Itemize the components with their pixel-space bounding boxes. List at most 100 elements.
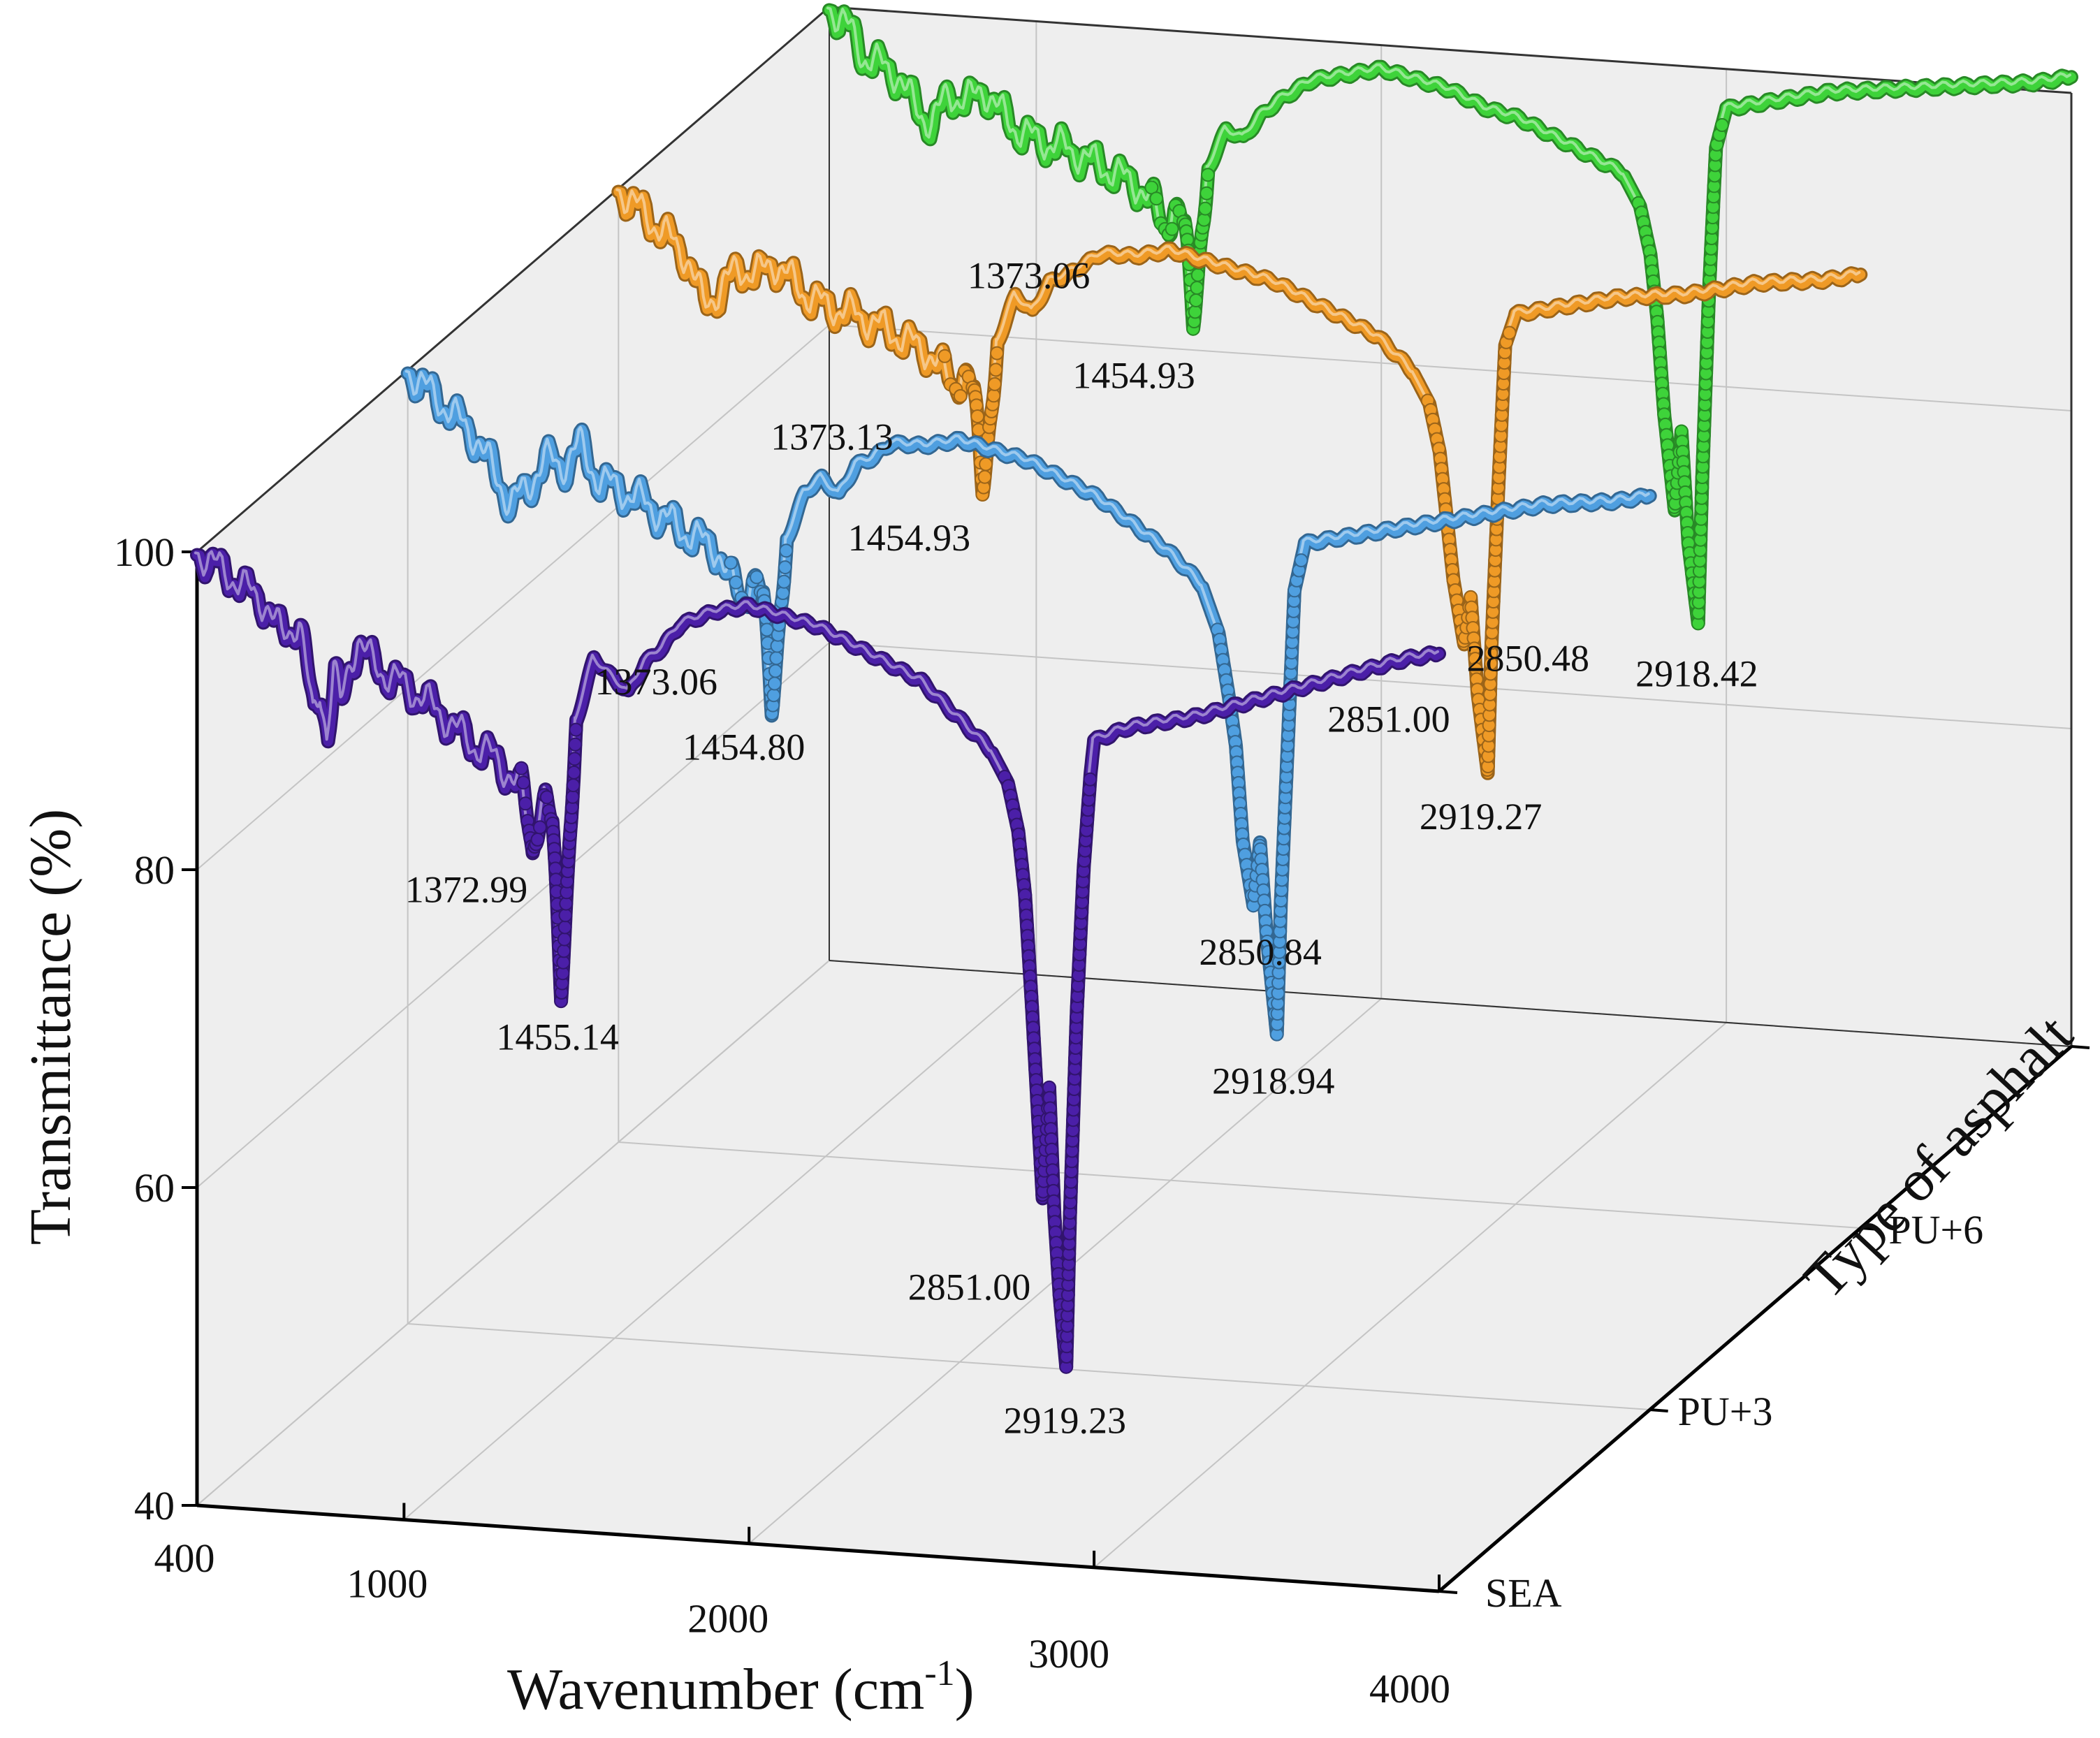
series-0-point-210 [514,761,529,775]
series-1-point-216 [769,651,784,666]
x-axis-title-close: ) [955,1657,975,1722]
z-tick-0 [1438,1590,1458,1594]
series-1-point-240 [777,574,792,589]
series-0-point-213 [516,775,531,790]
series-2-point-213 [987,377,1002,391]
grid-layer [196,6,2072,1592]
peak-label-2-3: 2919.27 [1420,796,1543,838]
series-3-point-150 [1165,221,1179,236]
series-1 [400,366,1657,1042]
y-tick-label-0: 40 [134,1483,175,1528]
series-2-point-165 [970,409,985,423]
back-gridline-y-1 [829,642,2072,729]
series-0-point-369 [567,765,581,780]
floor-gridline-z-1 [407,1323,1650,1410]
series-name-label-1: PU+3 [1678,1389,1773,1434]
z-tick-3 [2071,1045,2090,1049]
series-name-label-2: PU+6 [1888,1207,1983,1253]
series-0-point-276 [548,872,563,887]
back-gridline-y-2 [829,324,2072,411]
series-0-point-378 [569,722,583,737]
x-axis-title-superscript: -1 [924,1653,954,1693]
peak-label-3-1: 1454.93 [1072,355,1195,397]
floor-panel [197,961,2071,1591]
series-3-point-195 [1189,293,1203,307]
x-tick-label-3: 3000 [1028,1631,1109,1677]
series-0-point-372 [567,752,582,766]
series-2-point-654 [1502,326,1517,340]
series-0-point-375 [568,737,583,752]
series-3-point-228 [1201,168,1215,182]
series-0-point-216 [518,796,533,811]
left-gridline-y-2 [196,324,830,870]
series-0-point-966 [1083,772,1098,787]
series-2 [611,184,1868,780]
peak-label-2-2: 2851.00 [1327,698,1450,740]
series-3-point-705 [1714,118,1729,132]
series-0-point-249 [539,790,554,805]
series-3-point-225 [1200,186,1214,200]
series-0-point-366 [566,778,581,793]
x-axis-title: Wavenumber (cm-1) [507,1653,975,1722]
left-wall-panel [197,7,829,1505]
series-0-point-243 [532,820,547,835]
z-tick-1 [1649,1408,1668,1412]
peak-label-0-0: 1372.99 [405,868,528,910]
series-1-point-243 [778,560,792,575]
series-0-point-363 [565,789,580,804]
series-layer [190,3,2078,1374]
x-tick-label-2: 2000 [687,1596,768,1642]
series-1-point-717 [1294,553,1308,568]
y-tick-label-2: 80 [134,847,175,893]
series-1-point-150 [729,575,743,590]
series-1-point-207 [766,688,781,703]
peak-label-1-2: 2850.84 [1199,931,1322,973]
peak-label-3-2: 2850.48 [1467,638,1590,680]
peak-label-3-3: 2918.42 [1635,652,1758,694]
series-0-point-315 [556,955,571,970]
series-2-point-216 [989,363,1003,377]
floor-gridline-x-1 [403,974,1037,1521]
peak-label-2-0: 1373.13 [771,416,894,458]
series-0-point-327 [558,908,573,923]
peak-label-1-3: 2918.94 [1212,1060,1335,1102]
series-1-point-147 [724,555,738,570]
series-0-point-330 [559,896,574,911]
peak-label-0-2: 2851.00 [908,1266,1031,1308]
series-0-point-240 [530,832,545,847]
series-1-point-210 [767,676,782,691]
series-0-point-318 [557,944,571,958]
y-axis-title: Transmittance (%) [18,809,83,1245]
z-axis-line [1438,1045,2073,1593]
series-name-label-0: SEA [1485,1570,1562,1616]
series-3-point-192 [1188,305,1202,319]
left-gridline-y-0 [196,960,830,1506]
series-1-point-165 [750,570,764,585]
series-0 [190,546,1446,1374]
series-2-point-135 [938,349,952,363]
series-2-point-210 [986,388,1001,403]
y-tick-label-3: 100 [114,530,175,575]
peak-label-1-1: 1454.80 [683,726,805,768]
frame-edge-top-back [829,6,2072,94]
x-tick-label-1: 1000 [347,1561,428,1607]
series-3-point-222 [1198,201,1213,216]
floor-gridline-z-2 [618,1141,1861,1229]
series-3-point-198 [1190,281,1204,295]
series-1-point-183 [759,622,774,637]
peak-label-2-1: 1454.93 [848,517,971,559]
series-0-point-324 [557,920,572,935]
left-gridline-y-1 [196,642,830,1188]
series-3-point-201 [1190,268,1205,282]
series-0-point-321 [557,932,571,947]
peak-label-1-0: 1373.06 [595,661,718,703]
series-3-point-138 [1149,191,1164,206]
y-tick-label-1: 60 [134,1165,175,1211]
frame-edge-top-left [196,6,830,553]
series-2-point-189 [979,457,993,472]
x-tick-label-0: 400 [154,1535,215,1581]
series-2-point-219 [990,346,1005,360]
series-2-point-186 [977,469,992,484]
series-1-point-246 [779,543,794,558]
